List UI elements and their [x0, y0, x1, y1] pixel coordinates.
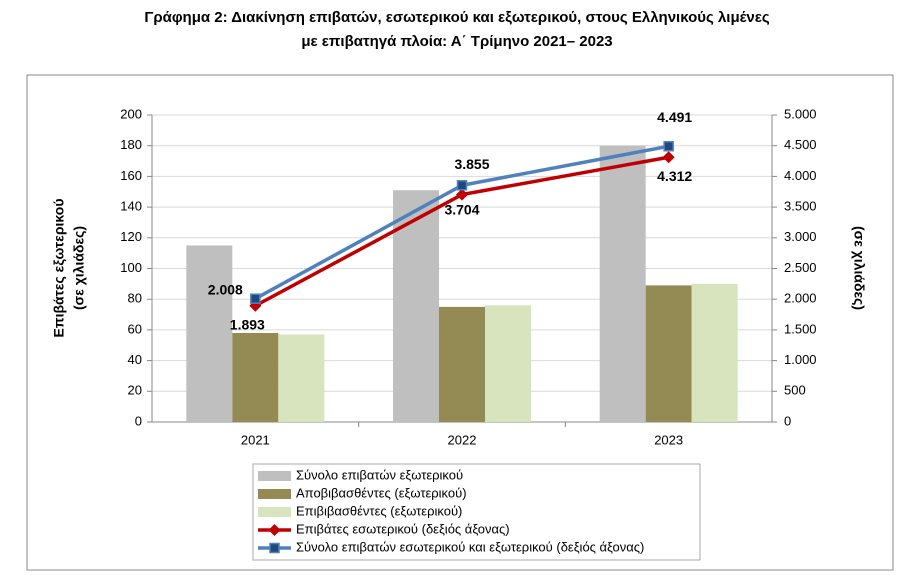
- legend-swatch: [258, 507, 291, 517]
- legend-label: Σύνολο επιβατών εξωτερικού: [296, 467, 463, 482]
- y-tick-label: 20: [128, 383, 142, 398]
- y-axis-title: Επιβάτες εξωτερικού: [51, 199, 67, 338]
- bar: [691, 283, 738, 422]
- data-label: 1.893: [230, 316, 265, 332]
- legend-label: Σύνολο επιβατών εσωτερικού και εξωτερικο…: [296, 539, 644, 554]
- bar: [186, 245, 233, 422]
- y2-tick-label: 4.000: [784, 168, 817, 183]
- x-tick-label: 2021: [241, 432, 270, 447]
- bar: [599, 145, 646, 422]
- legend-swatch: [258, 489, 291, 499]
- bar: [393, 190, 439, 422]
- y2-tick-label: 0: [784, 413, 791, 428]
- bar: [485, 305, 531, 422]
- line-marker: [250, 293, 261, 304]
- y2-tick-label: 3.000: [784, 229, 817, 244]
- data-label: 2.008: [208, 281, 243, 297]
- line-marker: [456, 180, 468, 191]
- x-tick-label: 2022: [448, 432, 477, 447]
- y2-tick-label: 3.500: [784, 199, 817, 214]
- chart-title: με επιβατηγά πλοία: Α΄ Τρίμηνο 2021– 202…: [301, 33, 612, 50]
- y-axis-title: (σε χιλιάδες): [71, 226, 87, 310]
- y-tick-label: 0: [135, 413, 142, 428]
- y-tick-label: 40: [128, 352, 142, 367]
- legend-label: Επιβιβασθέντες (εξωτερικού): [296, 503, 462, 518]
- data-label: 4.312: [657, 168, 692, 184]
- y-tick-label: 120: [120, 229, 142, 244]
- y2-tick-label: 1.500: [784, 321, 817, 336]
- y2-tick-label: 4.500: [784, 137, 817, 152]
- y2-tick-label: 1.000: [784, 352, 817, 367]
- y2-tick-label: 2.500: [784, 260, 817, 275]
- y2-axis-title: (σε χιλιάδες): [851, 226, 867, 310]
- data-label: 3.704: [444, 201, 479, 217]
- chart-frame: [26, 74, 894, 571]
- bar: [232, 332, 279, 422]
- legend-swatch: [258, 471, 291, 481]
- chart-title: Γράφημα 2: Διακίνηση επιβατών, εσωτερικο…: [144, 9, 770, 26]
- line-marker: [663, 141, 674, 152]
- line-marker: [662, 151, 675, 164]
- x-tick-label: 2023: [654, 432, 683, 447]
- data-label: 4.491: [657, 109, 692, 125]
- y-tick-label: 200: [120, 106, 142, 121]
- y-tick-label: 60: [128, 321, 142, 336]
- y-tick-label: 140: [120, 199, 142, 214]
- bar: [278, 334, 325, 422]
- y2-tick-label: 500: [784, 383, 806, 398]
- y2-tick-label: 2.000: [784, 291, 817, 306]
- y-tick-label: 160: [120, 168, 142, 183]
- legend-marker: [268, 524, 281, 536]
- legend-label: Αποβιβασθέντες (εξωτερικού): [296, 485, 467, 500]
- y2-tick-label: 5.000: [784, 106, 817, 121]
- bar: [439, 306, 485, 422]
- y-tick-label: 80: [128, 291, 142, 306]
- y-tick-label: 180: [120, 137, 142, 152]
- data-label: 3.855: [454, 156, 489, 172]
- legend-frame: [252, 463, 701, 561]
- legend-marker: [269, 542, 280, 554]
- y-tick-label: 100: [120, 260, 142, 275]
- line-marker: [456, 188, 468, 201]
- legend-label: Επιβάτες εσωτερικού (δεξιός άξονας): [296, 521, 510, 536]
- bar: [645, 285, 692, 422]
